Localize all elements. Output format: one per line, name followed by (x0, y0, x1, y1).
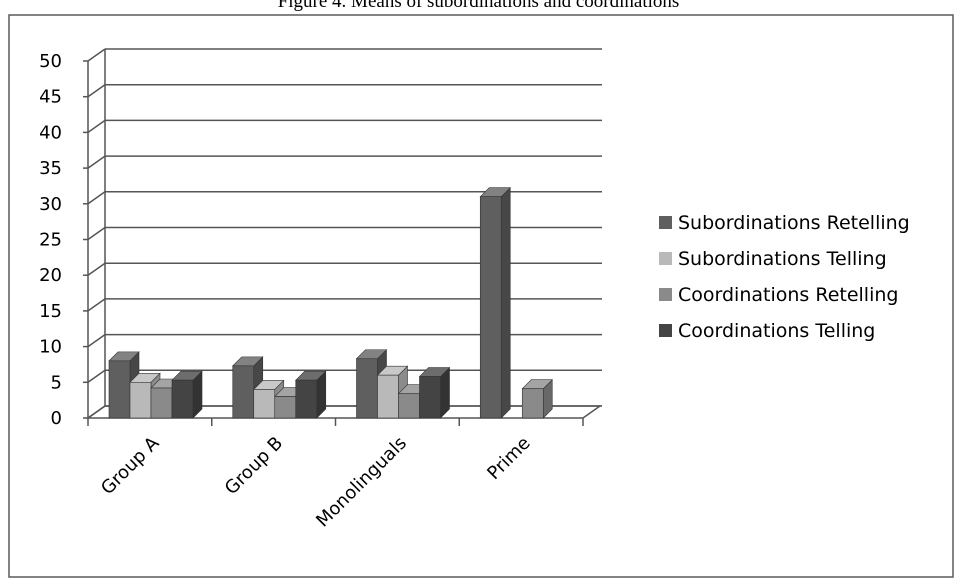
legend-swatch (659, 324, 672, 337)
figure-caption: Figure 4. Means of subordinations and co… (277, 0, 680, 12)
y-tick-label: 30 (39, 194, 62, 215)
legend-label: Subordinations Telling (678, 248, 887, 270)
y-tick-label: 0 (51, 408, 62, 429)
legend-item: Subordinations Telling (659, 248, 887, 270)
gridline-diagonal (87, 226, 106, 241)
bar (295, 370, 327, 419)
y-tick-label: 25 (39, 230, 62, 251)
y-tick-label: 40 (39, 122, 62, 143)
y-tick-label: 10 (39, 337, 62, 358)
y-tick-label: 20 (39, 265, 62, 286)
bar (418, 366, 451, 419)
gridline-diagonal (87, 155, 106, 169)
gridline-diagonal (87, 369, 106, 383)
legend-label: Coordinations Telling (678, 320, 875, 342)
legend: Subordinations Retelling Subordinations T… (659, 212, 910, 342)
legend-label: Coordinations Retelling (678, 284, 898, 306)
y-tick-label: 35 (39, 158, 62, 179)
legend-label: Subordinations Retelling (678, 212, 910, 234)
gridline-diagonal (87, 84, 106, 98)
legend-item: Coordinations Retelling (659, 284, 898, 306)
bars (108, 186, 553, 419)
y-tick-label: 15 (39, 301, 62, 322)
bar (521, 379, 553, 419)
y-tick-label: 5 (51, 372, 62, 393)
legend-swatch (659, 288, 672, 301)
legend-item: Coordinations Telling (659, 320, 875, 342)
legend-swatch (659, 216, 672, 229)
bar (171, 370, 203, 419)
gridline-diagonal (87, 298, 106, 312)
gridline-diagonal (87, 119, 106, 134)
gridline-diagonal (87, 191, 106, 205)
y-tick-label: 45 (39, 87, 62, 108)
y-tick-label: 50 (39, 51, 62, 72)
legend-swatch (659, 252, 672, 265)
gridline-diagonal (87, 48, 106, 62)
gridline-diagonal (87, 333, 106, 348)
gridline-diagonal (87, 262, 106, 276)
legend-item: Subordinations Retelling (659, 212, 910, 234)
axes-and-grid (83, 48, 603, 426)
bar (479, 186, 511, 419)
